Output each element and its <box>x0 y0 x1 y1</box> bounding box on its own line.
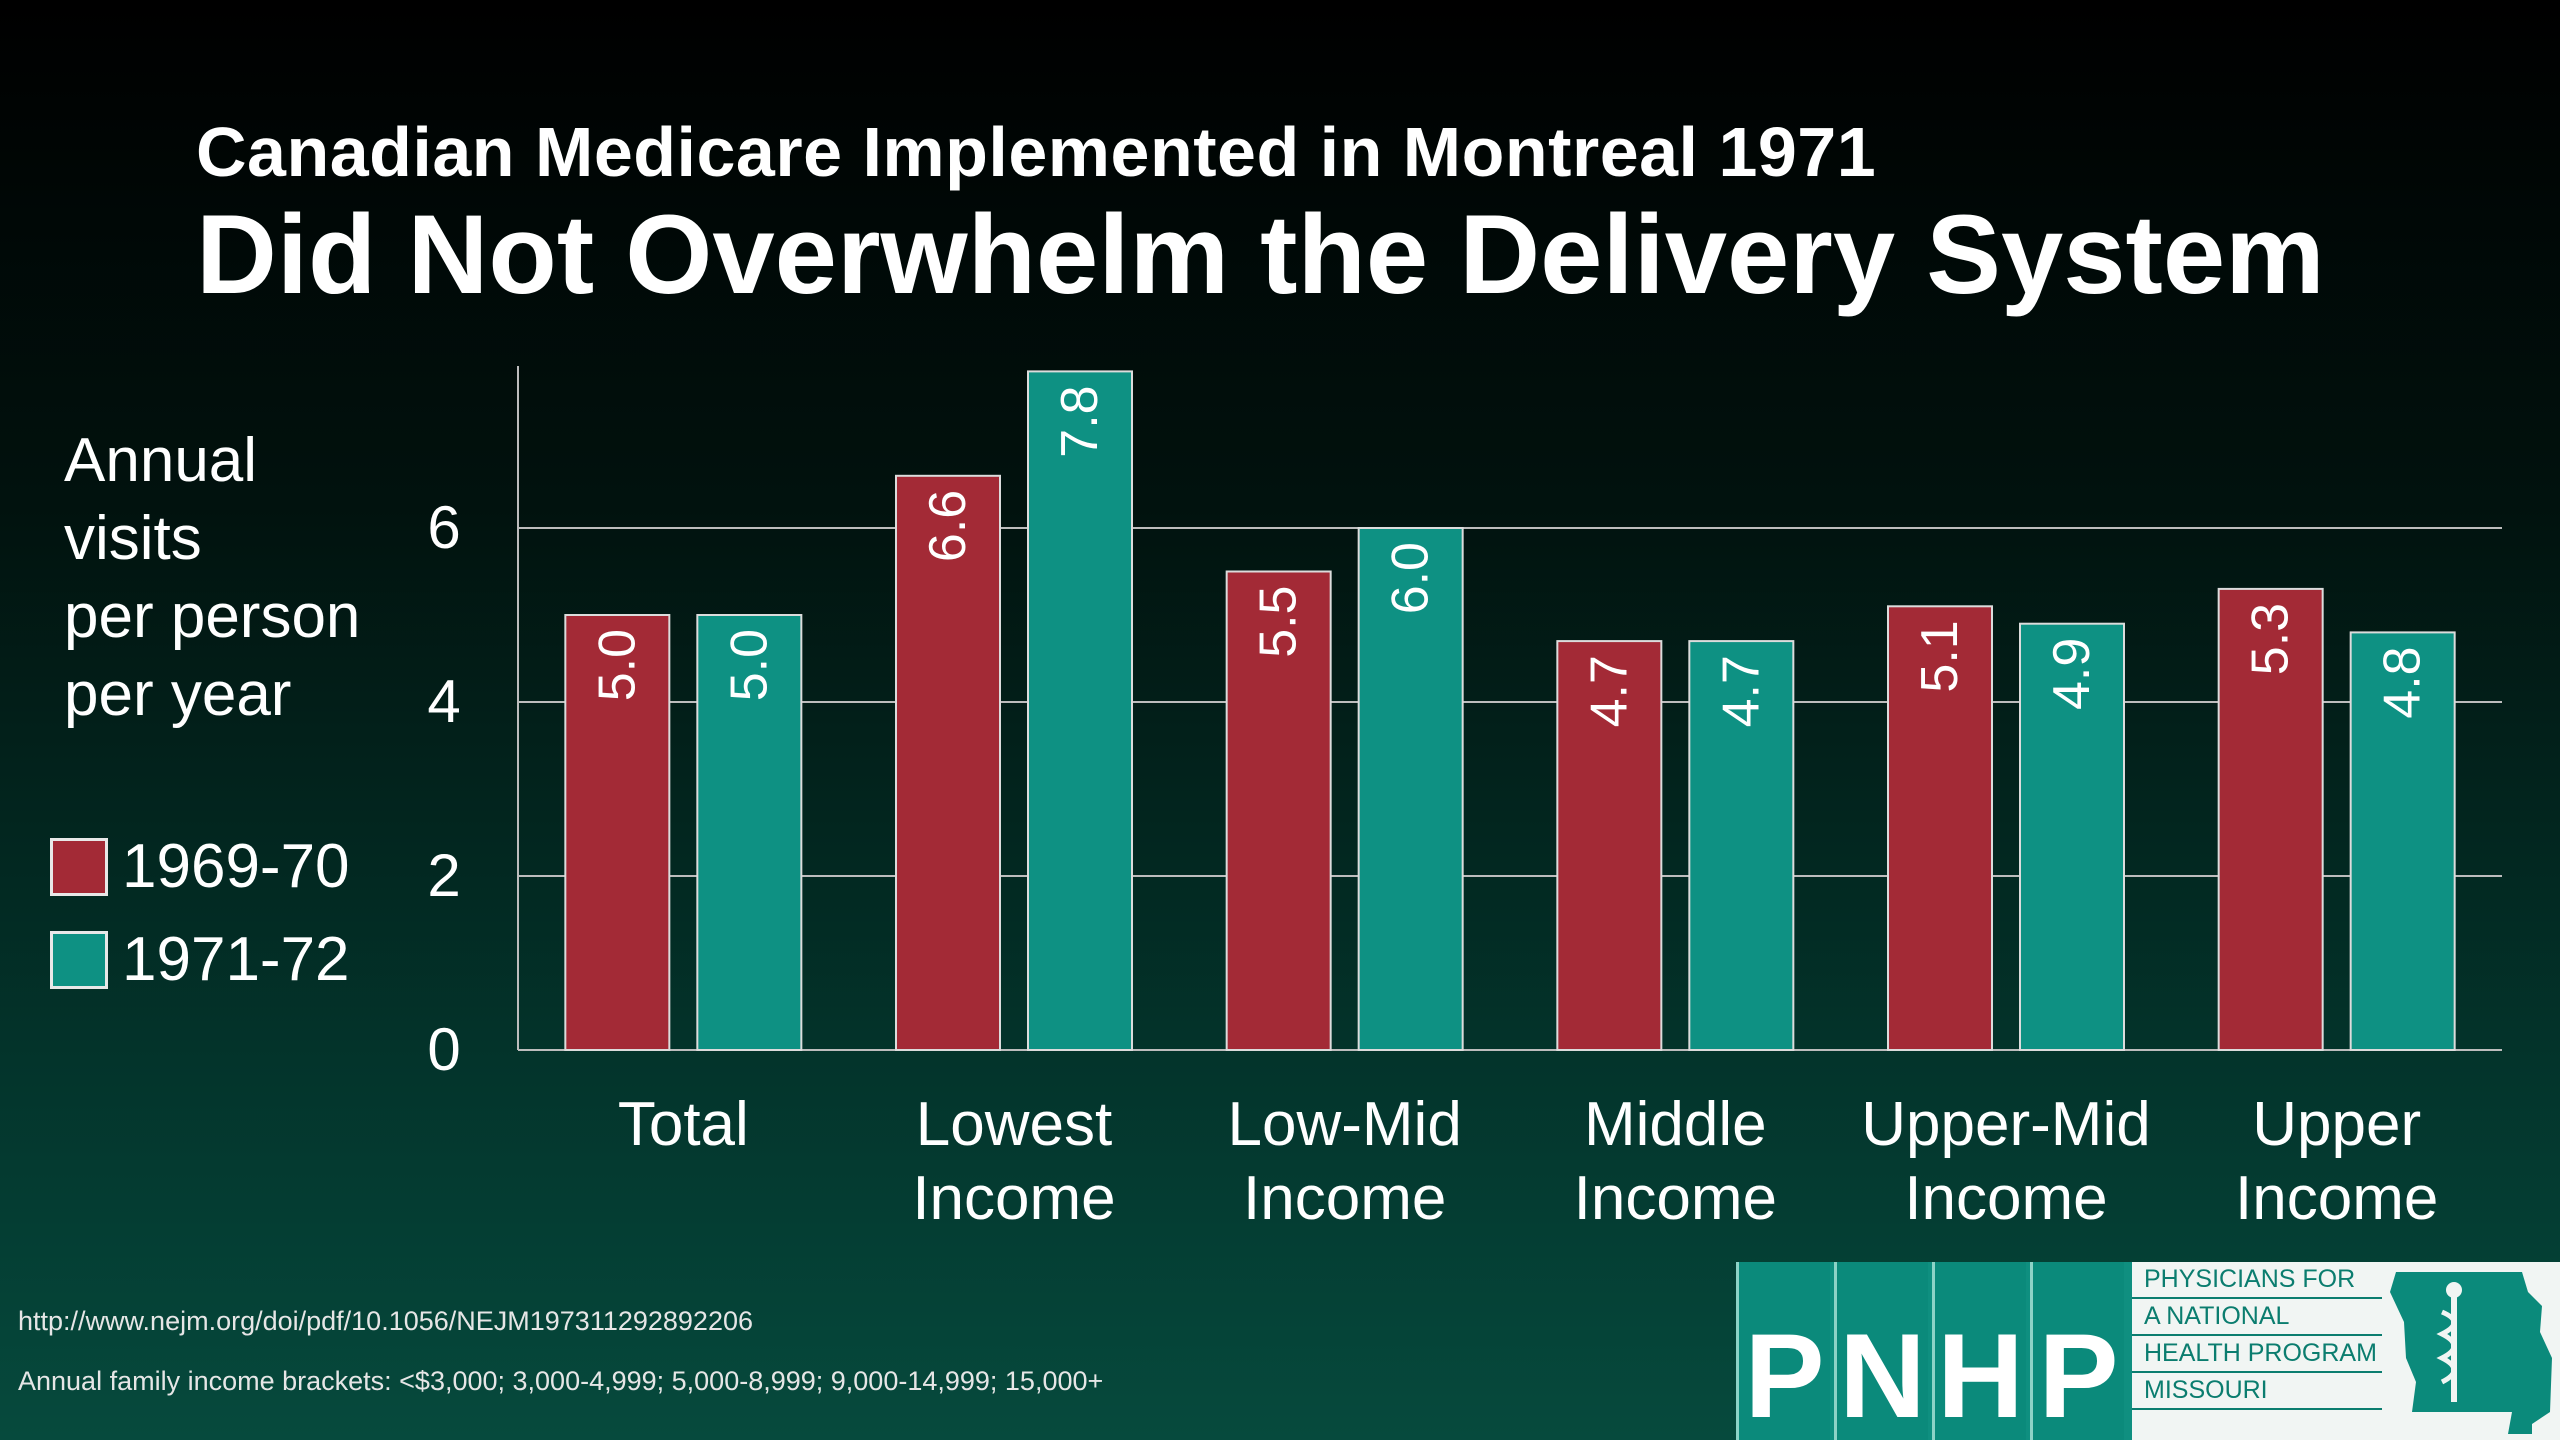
bar-1971-72 <box>696 614 803 1051</box>
bar-1971-72 <box>2349 631 2456 1052</box>
legend-label: 1969-70 <box>122 832 350 901</box>
bar-value-label: 5.5 <box>1250 586 1308 658</box>
logo-letter: N <box>1834 1262 1928 1440</box>
y-tick-label: 6 <box>427 494 460 561</box>
slide-title: Did Not Overwhelm the Delivery System <box>196 192 2325 317</box>
bar-1969-70 <box>895 474 1001 1051</box>
bar-value-label: 4.7 <box>1712 655 1770 727</box>
source-url: http://www.nejm.org/doi/pdf/10.1056/NEJM… <box>18 1306 753 1336</box>
bar-1969-70 <box>1887 605 1993 1051</box>
bar-value-label: 5.0 <box>588 629 646 701</box>
missouri-state-icon <box>2382 1262 2560 1440</box>
chart-legend: 1969-70 1971-72 <box>50 820 350 1006</box>
legend-label: 1971-72 <box>122 925 350 994</box>
x-tick-label: Income <box>912 1164 1115 1233</box>
legend-swatch <box>50 930 108 989</box>
bar-1969-70 <box>1225 570 1332 1051</box>
bar-1969-70 <box>2217 587 2324 1052</box>
x-tick-label: Lowest <box>916 1090 1112 1159</box>
bar-value-label: 5.0 <box>720 629 778 701</box>
y-axis-label: Annual visits per person per year <box>64 422 404 734</box>
x-tick-label: Income <box>1574 1164 1777 1233</box>
legend-swatch <box>50 837 108 896</box>
y-axis-label-line: visits <box>64 504 202 573</box>
bar-1969-70 <box>1556 640 1663 1051</box>
x-tick-label: Income <box>2235 1164 2438 1233</box>
bar-value-label: 6.6 <box>919 490 977 562</box>
bar-value-label: 6.0 <box>1382 542 1440 614</box>
y-axis-label-line: Annual <box>64 426 258 495</box>
y-tick-label: 4 <box>427 668 460 735</box>
bar-value-label: 7.8 <box>1051 385 1109 457</box>
logo-letter: P <box>1736 1262 1830 1440</box>
bar-value-label: 4.9 <box>2043 638 2101 710</box>
y-tick-label: 0 <box>427 1016 460 1083</box>
y-axis-label-line: per year <box>64 660 292 729</box>
y-axis-label-line: per person <box>64 582 361 651</box>
legend-item-1971-72: 1971-72 <box>50 913 350 1006</box>
x-tick-label: Middle <box>1584 1090 1767 1159</box>
x-tick-label: Low-Mid <box>1228 1090 1462 1159</box>
bar-value-label: 4.8 <box>2374 646 2432 718</box>
y-tick-label: 2 <box>427 842 460 909</box>
bar-value-label: 5.3 <box>2242 603 2300 675</box>
logo-line: PHYSICIANS FOR <box>2132 1262 2382 1299</box>
bar-1969-70 <box>564 614 671 1051</box>
x-tick-label: Income <box>1243 1164 1446 1233</box>
x-tick-label: Total <box>618 1090 749 1159</box>
logo-line: HEALTH PROGRAM <box>2132 1336 2382 1373</box>
bar-1971-72 <box>1688 640 1795 1051</box>
slide-subtitle: Canadian Medicare Implemented in Montrea… <box>196 113 1877 191</box>
logo-line: A NATIONAL <box>2132 1299 2382 1336</box>
logo-letters: P N H P <box>1736 1262 2128 1440</box>
bar-value-label: 5.1 <box>1911 620 1969 692</box>
logo-text-block: PHYSICIANS FOR A NATIONAL HEALTH PROGRAM… <box>2132 1262 2382 1440</box>
income-brackets-note: Annual family income brackets: <$3,000; … <box>18 1366 1104 1396</box>
logo-letter: P <box>2030 1262 2124 1440</box>
x-tick-label: Upper <box>2252 1090 2421 1159</box>
x-tick-label: Upper-Mid <box>1861 1090 2150 1159</box>
bar-1971-72 <box>2019 622 2125 1051</box>
bar-1971-72 <box>1027 370 1133 1051</box>
legend-item-1969-70: 1969-70 <box>50 820 350 913</box>
logo-letter: H <box>1932 1262 2026 1440</box>
x-tick-label: Income <box>1904 1164 2107 1233</box>
bar-value-label: 4.7 <box>1580 655 1638 727</box>
bar-1971-72 <box>1357 527 1464 1051</box>
pnhp-logo: P N H P PHYSICIANS FOR A NATIONAL HEALTH… <box>1736 1262 2560 1440</box>
logo-line: MISSOURI <box>2132 1373 2382 1410</box>
